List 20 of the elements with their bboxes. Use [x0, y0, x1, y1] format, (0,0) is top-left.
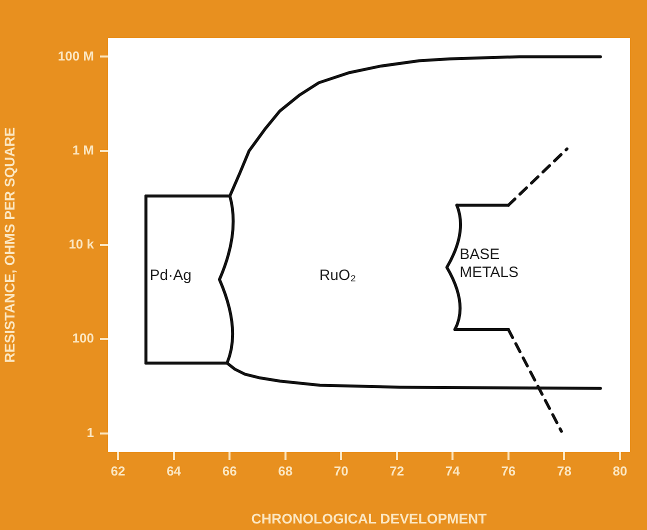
x-tick-label: 76 — [501, 463, 516, 478]
y-tick-label: 100 M — [58, 48, 94, 64]
x-tick-label: 68 — [278, 463, 293, 478]
x-tick-label: 74 — [445, 463, 461, 478]
y-tick-label: 1 — [86, 424, 94, 440]
annotation: RuO₂ — [319, 267, 356, 284]
y-axis-title: RESISTANCE, OHMS PER SQUARE — [1, 127, 18, 363]
y-tick-label: 1 M — [72, 142, 94, 158]
x-tick-label: 64 — [166, 463, 182, 478]
x-tick-label: 66 — [222, 463, 237, 478]
x-tick-label: 80 — [612, 463, 628, 478]
x-tick-label: 70 — [334, 463, 348, 478]
x-tick-label: 62 — [110, 463, 126, 478]
x-tick-label: 78 — [556, 463, 572, 478]
x-tick-label: 72 — [390, 463, 404, 478]
annotation: BASE METALS — [460, 246, 519, 281]
x-axis-title: CHRONOLOGICAL DEVELOPMENT — [251, 510, 488, 526]
y-tick-label: 10 k — [68, 236, 95, 252]
annotation: Pd·Ag — [150, 267, 192, 284]
y-tick-label: 100 — [72, 330, 94, 346]
